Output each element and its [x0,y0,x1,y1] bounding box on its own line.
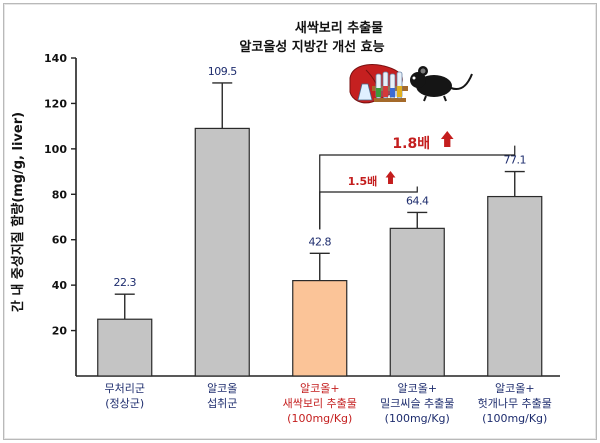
category-label: (100mg/Kg) [385,412,450,425]
test-tubes-icon [357,71,408,102]
bar [292,280,348,377]
illustration [349,64,473,104]
value-label: 109.5 [208,65,237,78]
ratio-label: 1.8배 [392,136,430,152]
comparison-bracket [319,145,516,230]
bar [389,227,445,377]
category-label: 헛개나무 추출물 [478,397,552,410]
category-label: (정상군) [105,397,144,410]
bar [487,195,543,377]
y-axis-ticks: 20 40 60 80 100 120 140 [44,52,76,338]
category-label: 밀크씨슬 추출물 [380,397,454,410]
chart-title-line-2: 알코올성 지방간 개선 효능 [239,39,384,55]
category-label: 새싹보리 추출물 [283,397,357,410]
value-label: 77.1 [504,154,527,167]
up-arrow-icon [385,171,396,184]
bar [194,127,250,377]
y-tick-label: 140 [44,52,67,65]
up-arrow-icon [440,131,454,147]
value-labels-layer: 22.3 109.5 42.8 64.4 77.1 [114,65,527,289]
y-tick-label: 40 [52,279,68,292]
y-axis-title: 간 내 중성지질 함량(mg/g, liver) [10,112,26,312]
category-label: 알코올+ [495,381,535,395]
category-label: (100mg/Kg) [287,412,352,425]
error-bars-layer [114,82,525,320]
y-tick-label: 20 [52,325,68,338]
category-label: 알코올+ [300,381,340,395]
y-tick-label: 60 [52,234,68,247]
y-tick-label: 120 [44,97,67,110]
y-tick-label: 80 [52,188,68,201]
value-label: 42.8 [309,235,332,248]
value-label: 64.4 [406,194,429,207]
comparison-bracket [319,186,418,230]
category-label: 알코올 [207,381,237,395]
category-label: (100mg/Kg) [482,412,547,425]
annotations-layer: 1.5배 1.8배 [319,131,516,230]
bar [97,318,153,377]
bars-layer [97,127,543,377]
ratio-label: 1.5배 [348,174,378,188]
category-label: 알코올+ [397,381,437,395]
chart-title-line-1: 새싹보리 추출물 [295,20,383,36]
y-tick-label: 100 [44,143,67,156]
value-label: 22.3 [114,276,137,289]
category-label: 섭취군 [207,397,237,410]
category-label: 무처리군 [105,382,145,395]
mouse-icon [410,66,473,102]
